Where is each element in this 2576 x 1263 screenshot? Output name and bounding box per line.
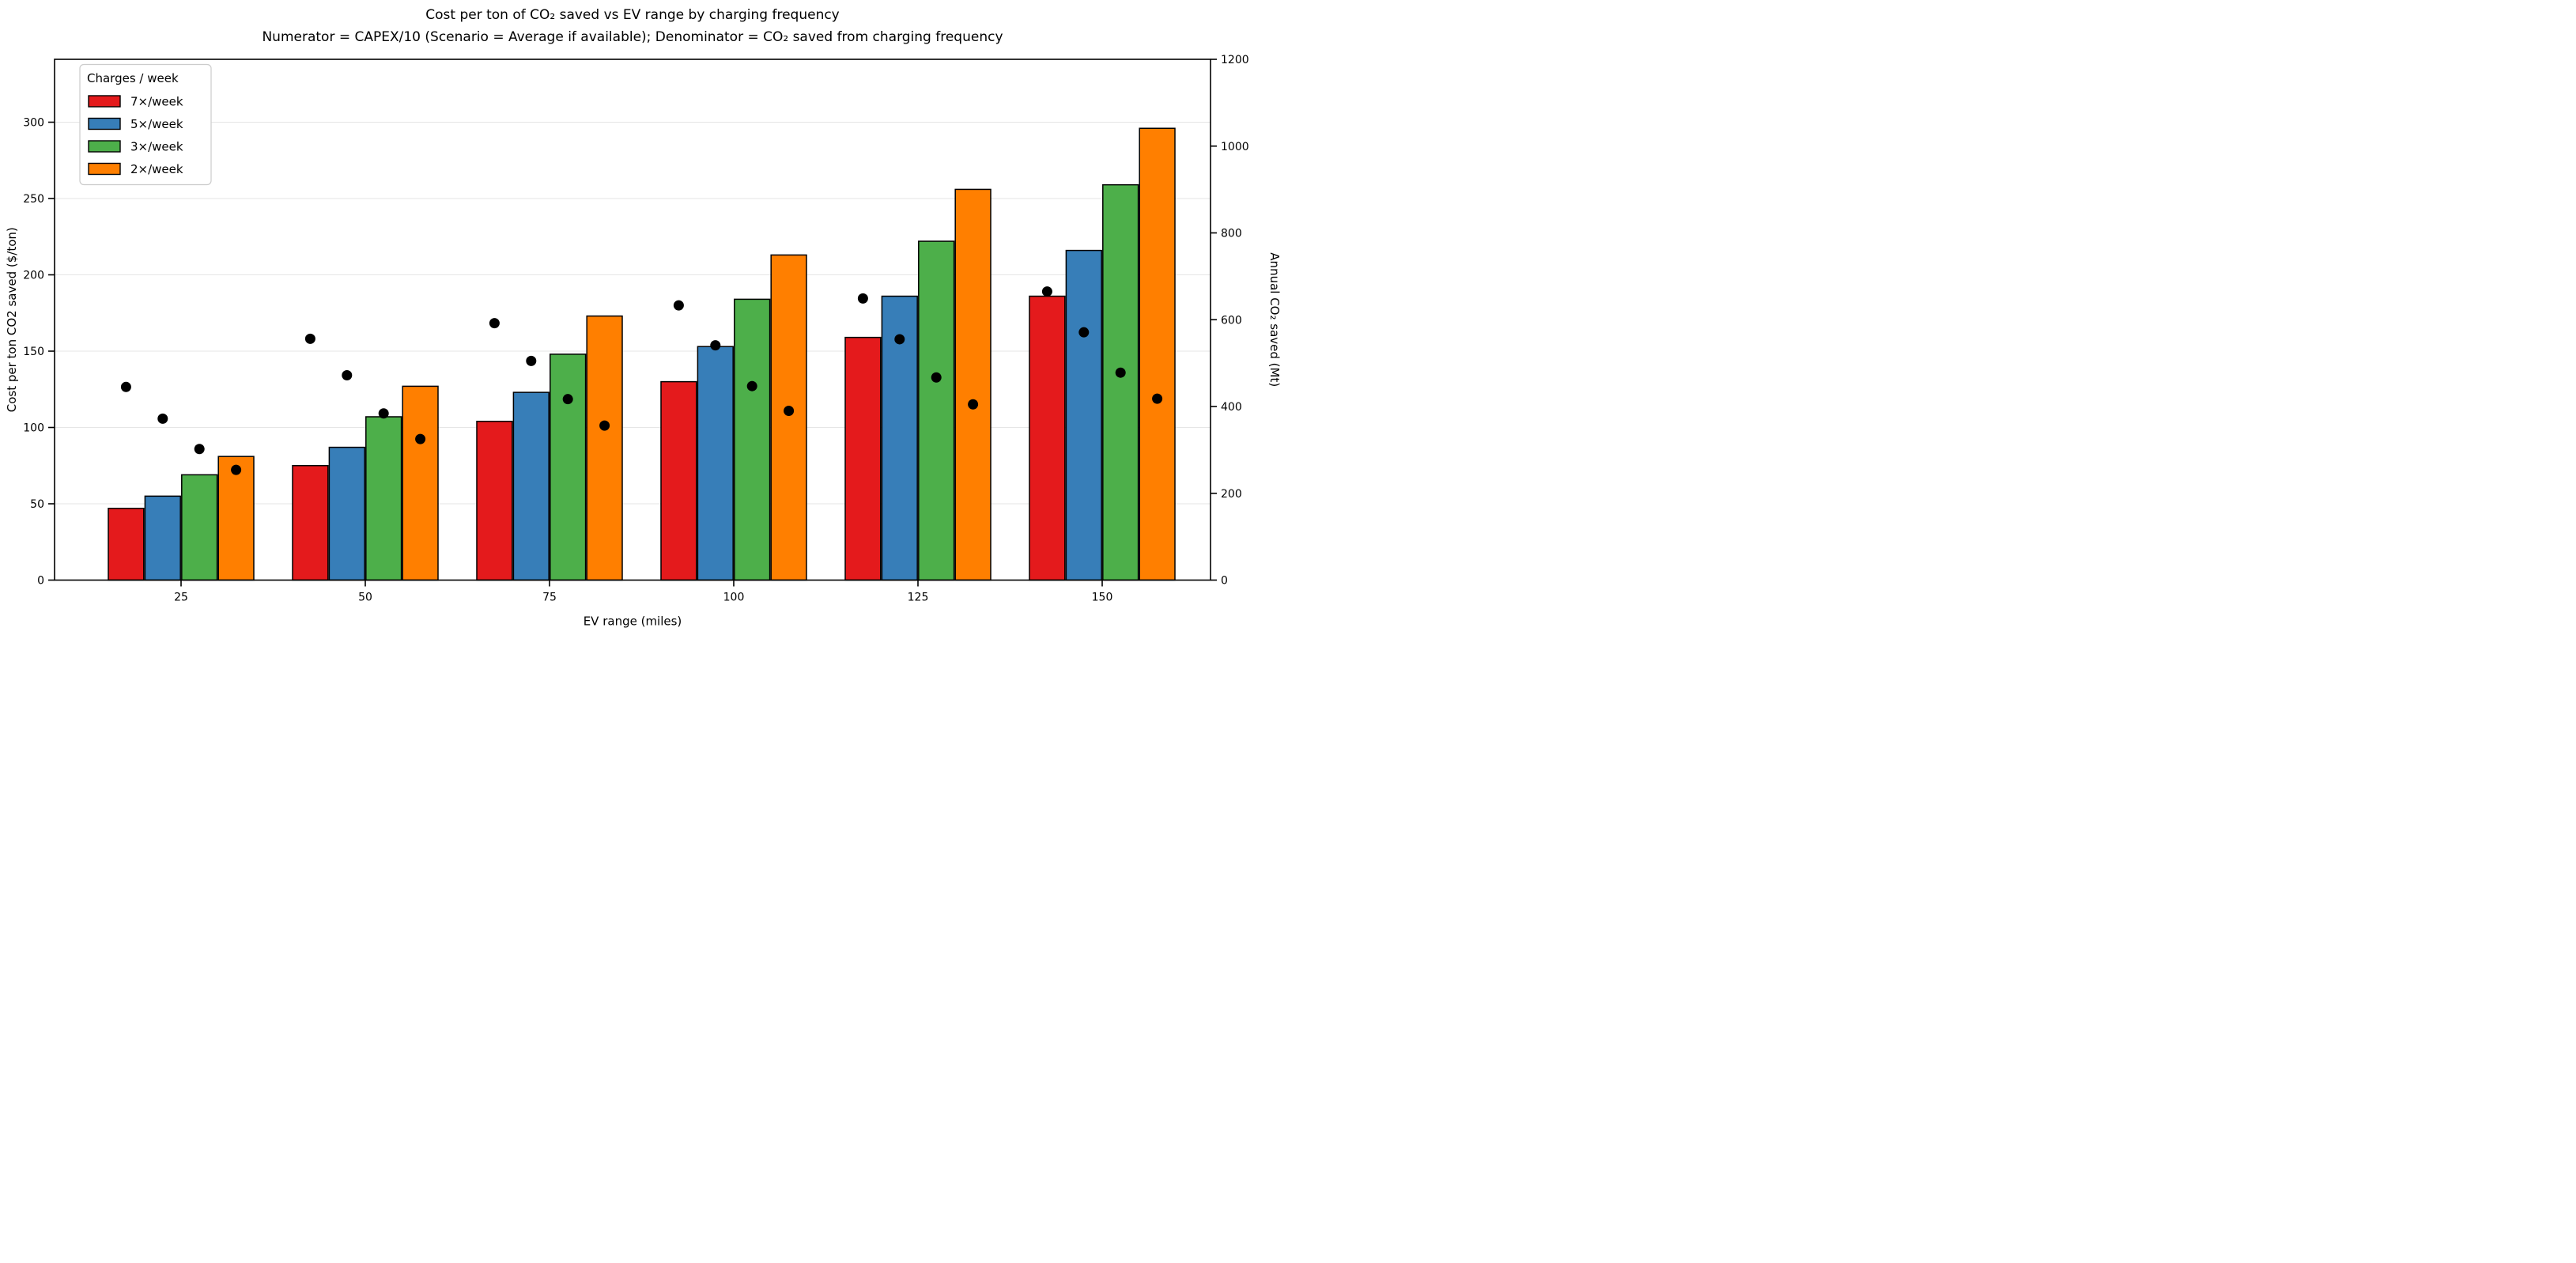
bar-2x-week-50mi — [402, 385, 439, 581]
bar-7x-week-100mi — [660, 380, 697, 581]
bar-5x-week-25mi — [144, 495, 181, 581]
bar-2x-week-75mi — [586, 315, 623, 581]
scatter-dot-2x-week-75mi — [599, 420, 610, 431]
scatter-dot-2x-week-150mi — [1152, 393, 1163, 404]
bar-5x-week-150mi — [1065, 249, 1102, 581]
bar-3x-week-100mi — [734, 298, 771, 581]
dual-axis-bar-scatter-chart: 0 50 100 150 200 250 300 0 200 400 600 800 1000 1200 2… — [0, 0, 1288, 632]
x-axis-tick-label-100: 100 — [723, 592, 745, 604]
x-axis-tick-label-150: 150 — [1092, 592, 1113, 604]
legend-box — [79, 63, 212, 186]
scatter-dot-7x-week-75mi — [489, 318, 500, 329]
right-axis-tick-label-200: 200 — [1221, 488, 1242, 501]
scatter-dot-5x-week-125mi — [894, 334, 905, 345]
bar-groups — [108, 127, 1176, 581]
legend-swatch-7x-week — [88, 95, 121, 108]
scatter-dot-5x-week-75mi — [526, 355, 537, 366]
x-axis-label: EV range (miles) — [584, 614, 682, 629]
bar-3x-week-25mi — [181, 474, 218, 581]
right-axis-tick-label-400: 400 — [1221, 401, 1242, 414]
left-axis-tick-label-0: 0 — [37, 575, 44, 588]
x-axis-tick-label-50: 50 — [358, 592, 372, 604]
scatter-dot-2x-week-100mi — [784, 405, 795, 416]
bar-7x-week-75mi — [476, 421, 513, 581]
bar-7x-week-50mi — [292, 465, 329, 581]
left-axis-tick-label-100: 100 — [23, 422, 44, 435]
scatter-dot-3x-week-150mi — [1115, 367, 1126, 378]
left-axis-tick-label-50: 50 — [30, 498, 44, 511]
legend: Charges / week 7×/week 5×/week 3×/week 2×/we… — [79, 63, 212, 186]
bar-3x-week-125mi — [918, 240, 955, 581]
bar-5x-week-50mi — [328, 446, 365, 581]
scatter-dot-3x-week-125mi — [931, 372, 942, 383]
bar-3x-week-75mi — [550, 354, 587, 581]
bar-2x-week-100mi — [770, 254, 807, 581]
bar-7x-week-125mi — [844, 336, 882, 581]
scatter-dot-7x-week-50mi — [304, 333, 315, 344]
right-y-axis-label: Annual CO₂ saved (Mt) — [1267, 252, 1282, 387]
axes: 0 50 100 150 200 250 300 0 200 400 600 800 1000 1200 2… — [23, 54, 1248, 604]
scatter-dot-5x-week-50mi — [342, 369, 353, 380]
right-axis-tick-label-800: 800 — [1221, 228, 1242, 240]
legend-item-label-2x-week: 2×/week — [130, 162, 183, 176]
chart-title: Cost per ton of CO₂ saved vs EV range by… — [425, 7, 840, 23]
legend-item-label-3x-week: 3×/week — [130, 140, 183, 154]
right-axis-tick-label-0: 0 — [1221, 575, 1228, 588]
bar-5x-week-75mi — [512, 391, 550, 581]
scatter-dot-5x-week-150mi — [1078, 327, 1090, 338]
right-axis-tick-label-1200: 1200 — [1221, 54, 1249, 66]
scatter-dot-2x-week-125mi — [968, 399, 979, 410]
bar-2x-week-150mi — [1139, 127, 1176, 581]
bar-3x-week-150mi — [1102, 183, 1139, 581]
chart-subtitle: Numerator = CAPEX/10 (Scenario = Average… — [262, 29, 1003, 45]
bar-2x-week-25mi — [217, 456, 255, 581]
scatter-dot-7x-week-25mi — [120, 381, 131, 392]
bar-2x-week-125mi — [954, 188, 991, 581]
scatter-dot-3x-week-100mi — [746, 380, 757, 391]
right-axis-tick-label-600: 600 — [1221, 314, 1242, 327]
figure-canvas: 0 50 100 150 200 250 300 0 200 400 600 800 1000 1200 2… — [0, 0, 1288, 632]
bar-7x-week-25mi — [108, 508, 145, 581]
left-y-axis-label: Cost per ton CO2 saved ($/ton) — [5, 227, 19, 412]
x-axis-tick-label-75: 75 — [542, 592, 557, 604]
left-axis-tick-label-250: 250 — [23, 193, 44, 206]
legend-swatch-2x-week — [88, 162, 121, 176]
legend-swatch-3x-week — [88, 140, 121, 153]
bar-7x-week-150mi — [1029, 295, 1066, 581]
legend-swatch-5x-week — [88, 117, 121, 130]
legend-item-label-5x-week: 5×/week — [130, 117, 183, 131]
bar-3x-week-50mi — [365, 416, 402, 581]
scatter-dot-7x-week-100mi — [673, 300, 684, 311]
scatter-dot-2x-week-50mi — [415, 433, 426, 444]
scatter-dots — [120, 286, 1163, 475]
scatter-dot-5x-week-25mi — [157, 413, 168, 424]
left-axis-tick-label-200: 200 — [23, 270, 44, 282]
scatter-dot-3x-week-25mi — [194, 444, 205, 455]
left-axis-tick-label-300: 300 — [23, 117, 44, 130]
bar-5x-week-100mi — [697, 346, 734, 581]
scatter-dot-7x-week-125mi — [857, 293, 868, 304]
left-axis-tick-label-150: 150 — [23, 346, 44, 358]
right-axis-tick-label-1000: 1000 — [1221, 141, 1249, 153]
x-axis-tick-label-125: 125 — [908, 592, 929, 604]
scatter-dot-7x-week-150mi — [1041, 286, 1052, 297]
x-axis-tick-label-25: 25 — [174, 592, 188, 604]
legend-item-label-7x-week: 7×/week — [130, 95, 183, 109]
scatter-dot-2x-week-25mi — [231, 464, 242, 475]
scatter-dot-3x-week-50mi — [378, 408, 389, 419]
legend-title: Charges / week — [87, 71, 179, 85]
scatter-dot-3x-week-75mi — [562, 394, 573, 405]
scatter-dot-5x-week-100mi — [710, 340, 721, 351]
